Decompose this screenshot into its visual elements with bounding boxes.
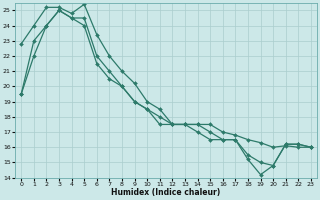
X-axis label: Humidex (Indice chaleur): Humidex (Indice chaleur) (111, 188, 221, 197)
